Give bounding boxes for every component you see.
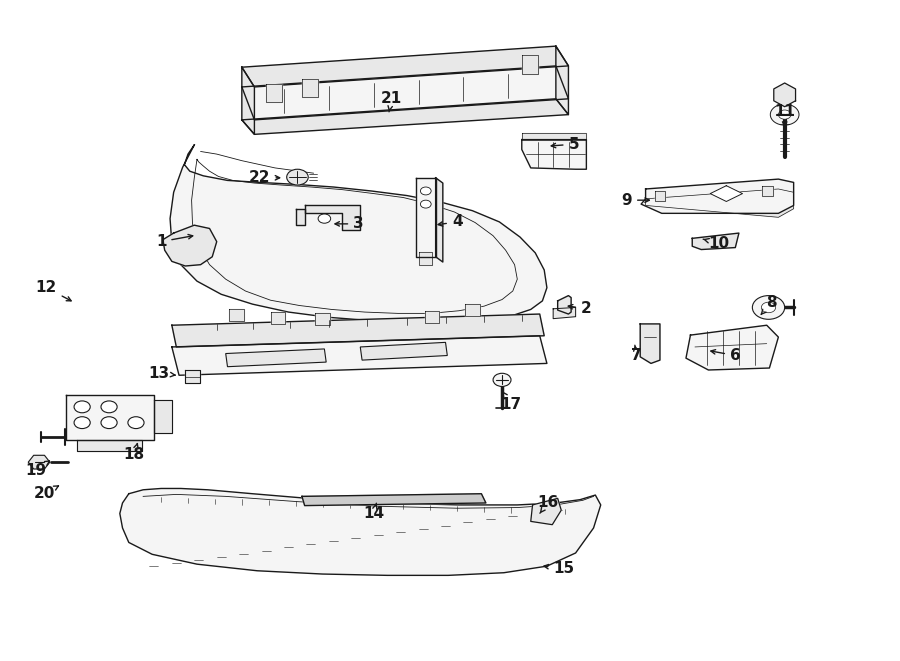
Circle shape <box>778 110 791 119</box>
Polygon shape <box>762 186 773 196</box>
Circle shape <box>101 416 117 428</box>
Polygon shape <box>266 84 283 102</box>
Polygon shape <box>163 225 217 266</box>
Polygon shape <box>465 304 480 316</box>
Polygon shape <box>654 191 665 201</box>
Polygon shape <box>522 133 587 139</box>
Polygon shape <box>242 98 569 134</box>
Text: 9: 9 <box>621 192 649 208</box>
Polygon shape <box>296 209 304 225</box>
Polygon shape <box>302 79 318 97</box>
Circle shape <box>101 401 117 412</box>
Text: 7: 7 <box>631 345 642 363</box>
Polygon shape <box>230 309 244 321</box>
Circle shape <box>420 200 431 208</box>
Polygon shape <box>76 440 142 451</box>
Polygon shape <box>692 233 739 250</box>
Polygon shape <box>640 324 660 364</box>
Text: 5: 5 <box>551 137 579 152</box>
Polygon shape <box>315 313 329 325</box>
Polygon shape <box>120 488 600 575</box>
Text: 8: 8 <box>761 295 777 315</box>
Text: 18: 18 <box>123 444 145 462</box>
Polygon shape <box>774 83 796 106</box>
Circle shape <box>752 295 785 319</box>
Text: 4: 4 <box>438 214 463 229</box>
Circle shape <box>770 104 799 125</box>
Text: 16: 16 <box>537 496 558 513</box>
Polygon shape <box>271 312 285 324</box>
Text: 17: 17 <box>500 391 522 412</box>
Polygon shape <box>360 342 447 360</box>
Polygon shape <box>425 311 439 323</box>
Text: 21: 21 <box>381 91 402 112</box>
Text: 19: 19 <box>25 461 50 477</box>
Circle shape <box>74 401 90 412</box>
Polygon shape <box>302 494 486 506</box>
Circle shape <box>493 373 511 387</box>
Text: 10: 10 <box>703 236 730 251</box>
Polygon shape <box>710 186 742 202</box>
Polygon shape <box>170 145 547 323</box>
Polygon shape <box>242 46 569 87</box>
Text: 13: 13 <box>148 366 176 381</box>
Polygon shape <box>172 336 547 375</box>
Polygon shape <box>242 66 569 120</box>
Polygon shape <box>242 67 255 134</box>
Polygon shape <box>416 178 436 256</box>
Polygon shape <box>436 178 443 262</box>
Polygon shape <box>522 56 538 74</box>
Text: 12: 12 <box>36 280 71 301</box>
Circle shape <box>287 169 308 185</box>
Polygon shape <box>172 314 544 347</box>
Text: 15: 15 <box>544 561 574 576</box>
Polygon shape <box>154 401 172 433</box>
Circle shape <box>318 214 330 223</box>
Text: 1: 1 <box>156 234 193 249</box>
Text: 6: 6 <box>711 348 741 363</box>
Circle shape <box>761 302 776 313</box>
Polygon shape <box>645 189 794 217</box>
Polygon shape <box>304 206 360 231</box>
Polygon shape <box>558 295 572 314</box>
Polygon shape <box>522 139 587 169</box>
Circle shape <box>420 187 431 195</box>
Text: 3: 3 <box>335 216 364 231</box>
Circle shape <box>74 416 90 428</box>
Text: 20: 20 <box>34 486 58 501</box>
Polygon shape <box>531 498 562 525</box>
Polygon shape <box>66 395 154 440</box>
Polygon shape <box>556 46 569 114</box>
Polygon shape <box>185 370 200 383</box>
Polygon shape <box>554 307 576 319</box>
Text: 2: 2 <box>568 301 592 316</box>
Polygon shape <box>226 349 326 367</box>
Text: 14: 14 <box>364 503 384 521</box>
Polygon shape <box>28 455 50 469</box>
Text: 22: 22 <box>249 171 280 185</box>
Circle shape <box>128 416 144 428</box>
Polygon shape <box>641 179 794 214</box>
Text: 11: 11 <box>774 104 796 126</box>
Polygon shape <box>686 325 778 370</box>
Polygon shape <box>419 252 432 264</box>
